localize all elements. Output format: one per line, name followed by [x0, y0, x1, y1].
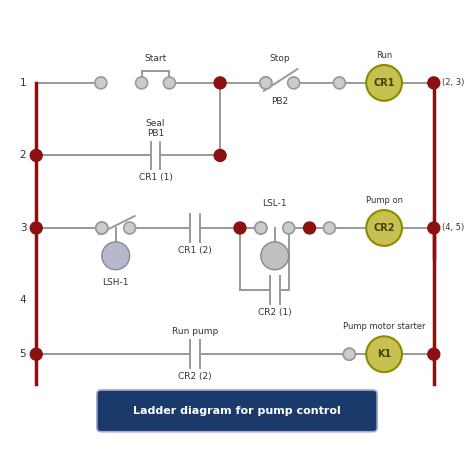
- Circle shape: [255, 222, 267, 234]
- Text: (2, 3): (2, 3): [442, 78, 464, 87]
- Text: PB1: PB1: [147, 129, 164, 138]
- Circle shape: [323, 222, 336, 234]
- Circle shape: [30, 222, 42, 234]
- Circle shape: [124, 222, 136, 234]
- Text: 2: 2: [20, 150, 26, 160]
- Text: CR2: CR2: [374, 223, 395, 233]
- Text: K1: K1: [377, 349, 391, 359]
- Text: CR1 (1): CR1 (1): [138, 173, 173, 182]
- Circle shape: [260, 77, 272, 89]
- Text: Seal: Seal: [146, 119, 165, 128]
- Circle shape: [343, 348, 356, 360]
- Text: Ladder diagram for pump control: Ladder diagram for pump control: [133, 406, 341, 416]
- Text: CR1: CR1: [374, 78, 395, 88]
- Text: Pump motor starter: Pump motor starter: [343, 323, 425, 331]
- Text: PB2: PB2: [271, 97, 288, 106]
- Circle shape: [96, 222, 108, 234]
- Circle shape: [366, 210, 402, 246]
- Text: LSL-1: LSL-1: [263, 199, 287, 208]
- Text: (4, 5): (4, 5): [442, 223, 464, 232]
- Circle shape: [30, 149, 42, 161]
- Text: Run pump: Run pump: [172, 328, 219, 336]
- Circle shape: [95, 77, 107, 89]
- Circle shape: [428, 77, 440, 89]
- Circle shape: [214, 77, 226, 89]
- Circle shape: [283, 222, 295, 234]
- Text: 1: 1: [20, 78, 26, 88]
- Circle shape: [102, 242, 130, 270]
- Circle shape: [255, 222, 267, 234]
- Text: 3: 3: [20, 223, 26, 233]
- Circle shape: [333, 77, 346, 89]
- FancyBboxPatch shape: [97, 390, 377, 432]
- Circle shape: [234, 222, 246, 234]
- Circle shape: [288, 77, 300, 89]
- Circle shape: [214, 149, 226, 161]
- Circle shape: [261, 242, 289, 270]
- Text: Pump on: Pump on: [365, 196, 402, 205]
- Text: Start: Start: [145, 54, 167, 63]
- Text: LSH-1: LSH-1: [102, 278, 129, 287]
- Text: 4: 4: [20, 294, 26, 304]
- Circle shape: [303, 222, 316, 234]
- Circle shape: [96, 222, 108, 234]
- Circle shape: [366, 336, 402, 372]
- Circle shape: [428, 348, 440, 360]
- Text: Run: Run: [376, 51, 392, 60]
- Circle shape: [136, 77, 147, 89]
- Text: CR2 (1): CR2 (1): [258, 308, 292, 317]
- Circle shape: [343, 348, 356, 360]
- Text: Stop: Stop: [269, 54, 290, 63]
- Text: CR1 (2): CR1 (2): [178, 246, 212, 255]
- Circle shape: [164, 77, 175, 89]
- Circle shape: [30, 348, 42, 360]
- Text: CR2 (2): CR2 (2): [178, 372, 212, 381]
- Circle shape: [260, 77, 272, 89]
- Circle shape: [366, 65, 402, 101]
- Circle shape: [428, 222, 440, 234]
- Text: 5: 5: [20, 349, 26, 359]
